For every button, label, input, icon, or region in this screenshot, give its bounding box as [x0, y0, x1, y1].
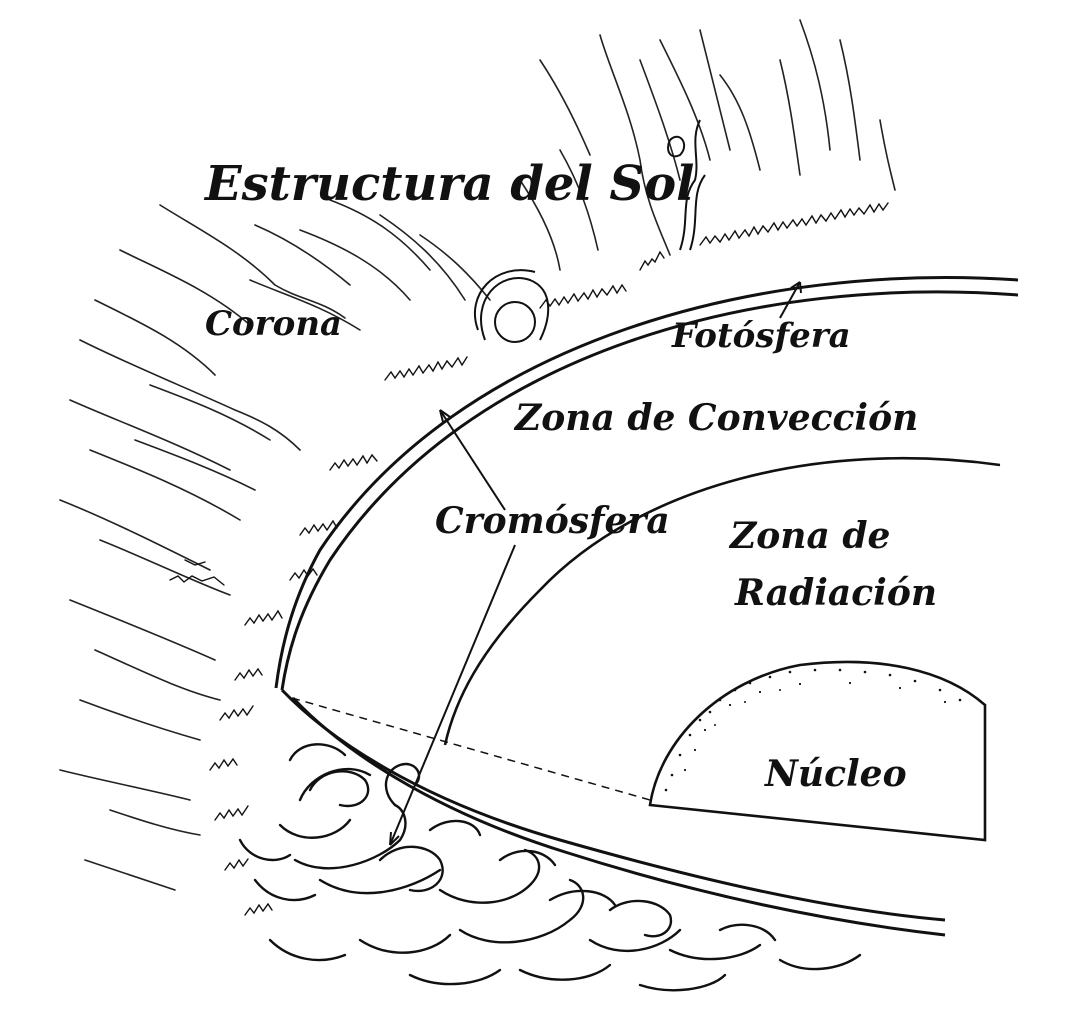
prominence-loop [473, 119, 706, 343]
chromosphere-spicules [169, 202, 889, 916]
leader-arrows [389, 281, 802, 846]
label-zona-radiacion-1: Zona de [728, 515, 890, 557]
label-zona-radiacion-2: Radiación [734, 572, 937, 614]
cutaway-dashed-line [291, 697, 651, 801]
radiation-zone-boundary [443, 456, 1001, 746]
corona-rays [59, 19, 896, 891]
turbulent-swirls [238, 743, 862, 992]
core [648, 660, 987, 842]
label-cromosfera: Cromósfera [435, 500, 670, 542]
label-nucleo: Núcleo [764, 753, 907, 795]
label-corona: Corona [205, 304, 342, 344]
diagram-title: Estructura del Sol [203, 156, 694, 212]
label-zona-conveccion: Zona de Convección [513, 397, 918, 439]
label-fotosfera: Fotósfera [671, 316, 851, 356]
